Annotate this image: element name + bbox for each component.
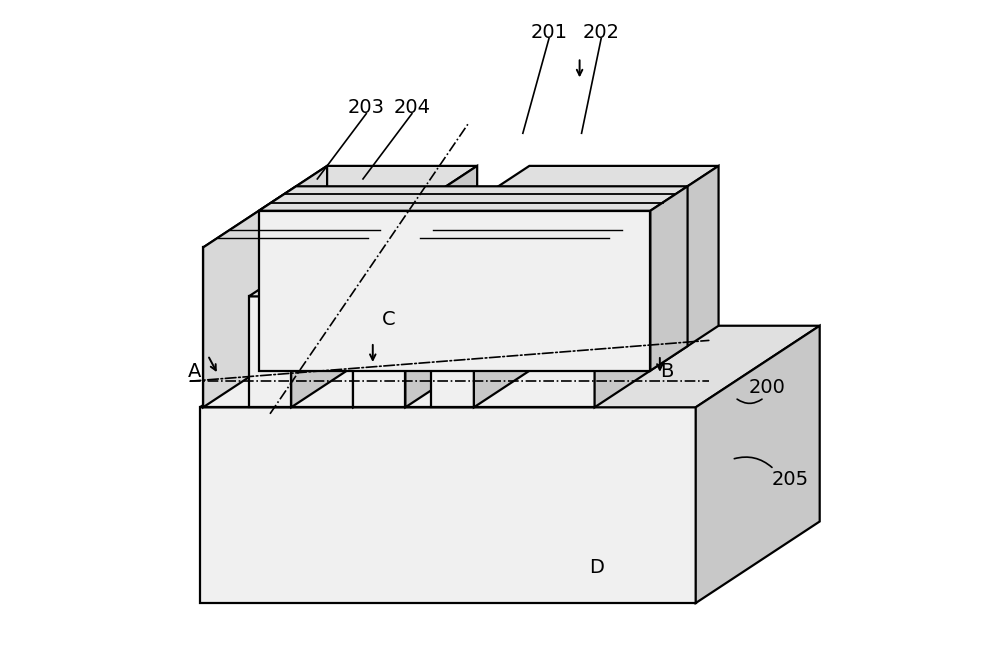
Text: B: B (660, 362, 673, 381)
Polygon shape (405, 241, 529, 407)
Polygon shape (431, 215, 598, 296)
Polygon shape (353, 322, 405, 407)
Polygon shape (249, 296, 291, 407)
Polygon shape (203, 247, 353, 407)
Text: 203: 203 (348, 97, 385, 116)
Polygon shape (474, 215, 598, 407)
Polygon shape (353, 166, 477, 407)
Polygon shape (249, 215, 415, 296)
Text: A: A (188, 362, 201, 381)
Text: 202: 202 (583, 22, 620, 41)
Text: 201: 201 (530, 22, 567, 41)
Polygon shape (259, 211, 650, 370)
Polygon shape (259, 186, 688, 211)
Polygon shape (696, 326, 820, 603)
Polygon shape (203, 166, 477, 247)
Text: D: D (589, 557, 604, 576)
Text: 205: 205 (772, 470, 809, 488)
Polygon shape (353, 241, 529, 322)
Polygon shape (200, 407, 696, 603)
Text: 204: 204 (393, 97, 430, 116)
Text: C: C (382, 310, 396, 329)
Polygon shape (200, 326, 820, 407)
Polygon shape (203, 166, 327, 407)
Polygon shape (405, 247, 595, 407)
Polygon shape (431, 296, 474, 407)
Polygon shape (405, 166, 719, 247)
Text: 200: 200 (749, 378, 786, 397)
Polygon shape (650, 186, 688, 370)
Polygon shape (291, 215, 415, 407)
Polygon shape (595, 166, 719, 407)
